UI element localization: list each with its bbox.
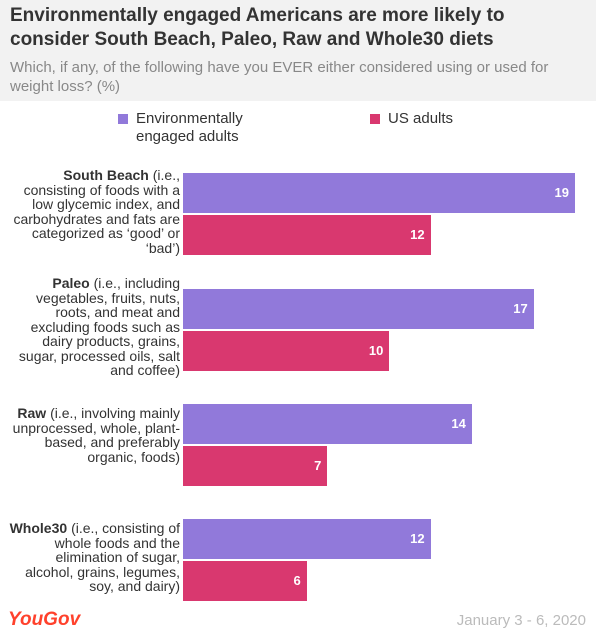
- category-name: Raw: [17, 405, 47, 421]
- header: Environmentally engaged Americans are mo…: [0, 0, 596, 101]
- category-name: South Beach: [63, 167, 149, 183]
- chart-title: Environmentally engaged Americans are mo…: [10, 5, 505, 50]
- category-label: Whole30 (i.e., consisting of whole foods…: [8, 521, 180, 594]
- bar: [183, 519, 431, 559]
- legend-label: US adults: [388, 110, 454, 127]
- value-label: 17: [513, 301, 528, 316]
- bar: [183, 173, 575, 213]
- bar: [183, 446, 328, 486]
- value-label: 19: [554, 185, 569, 200]
- category-description: (i.e., involving mainly unprocessed, who…: [12, 405, 180, 465]
- legend-swatch: [118, 114, 128, 124]
- category-description: (i.e., including vegetables, fruits, nut…: [18, 275, 180, 378]
- legend-item: US adults: [370, 110, 520, 128]
- category-label: Raw (i.e., involving mainly unprocessed,…: [8, 406, 180, 464]
- bar: [183, 561, 307, 601]
- value-label: 12: [410, 531, 425, 546]
- value-label: 12: [410, 227, 425, 242]
- bar: [183, 331, 390, 371]
- value-label: 7: [314, 458, 322, 473]
- category-name: Whole30: [9, 520, 68, 536]
- category-description: (i.e., consisting of whole foods and the…: [25, 520, 180, 594]
- legend-item: Environmentally engaged adults: [118, 110, 268, 146]
- chart-subtitle: Which, if any, of the following have you…: [10, 59, 549, 95]
- bar: [183, 404, 472, 444]
- date: January 3 - 6, 2020: [456, 612, 586, 629]
- category-description: (i.e., consisting of foods with a low gl…: [13, 167, 180, 256]
- value-label: 10: [368, 343, 384, 358]
- source-logo: YouGov: [8, 609, 81, 630]
- legend-swatch: [370, 114, 380, 124]
- legend-label: Environmentally engaged adults: [136, 110, 243, 145]
- value-label: 6: [293, 573, 301, 588]
- bar: [183, 215, 431, 255]
- bar: [183, 289, 534, 329]
- category-label: South Beach (i.e., consisting of foods w…: [8, 168, 180, 255]
- category-label: Paleo (i.e., including vegetables, fruit…: [8, 276, 180, 378]
- value-label: 14: [451, 416, 466, 431]
- category-name: Paleo: [52, 275, 90, 291]
